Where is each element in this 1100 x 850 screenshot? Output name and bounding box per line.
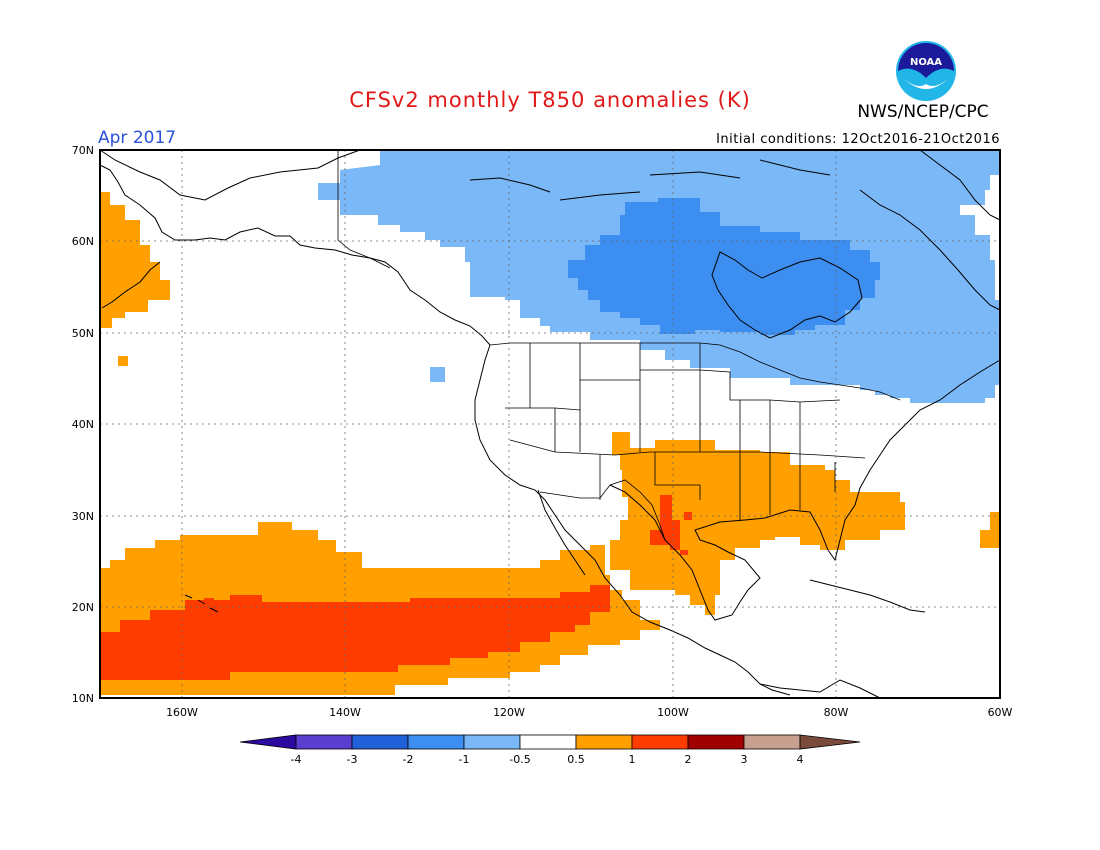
lat-tick-10: 10N — [72, 692, 94, 705]
lat-tick-50: 50N — [72, 327, 94, 340]
colorbar-swatch-8 — [687, 734, 745, 750]
coastline-labrador — [859, 189, 1001, 311]
coastline-greenland — [919, 149, 1001, 221]
colorbar-swatch-4 — [463, 734, 521, 750]
lon-tick-160w: 160W — [166, 706, 198, 719]
colorbar-label-6: 0.5 — [567, 753, 585, 766]
lon-tick-labels: 160W 140W 120W 100W 80W 60W — [166, 706, 1012, 719]
coastline-alaska-pen — [101, 261, 161, 309]
colorbar-swatch-6 — [575, 734, 633, 750]
colorbar-arrow-high — [799, 734, 861, 750]
anomaly-region-orange-atlantic — [980, 512, 1000, 548]
coastline-arctic-islands — [469, 159, 831, 201]
coastline-hudson — [711, 251, 863, 339]
anomaly-spot-light-blue — [430, 367, 445, 382]
lat-tick-labels: 70N 60N 50N 40N 30N 20N 10N — [72, 144, 94, 705]
border-states-5 — [599, 452, 836, 520]
coastline-cuba — [809, 579, 926, 613]
lon-tick-60w: 60W — [988, 706, 1013, 719]
anomaly-spot-red-2 — [204, 598, 214, 606]
colorbar-labels: -4 -3 -2 -1 -0.5 0.5 1 2 3 4 — [291, 753, 804, 766]
colorbar-swatch-5 — [519, 734, 577, 750]
anomaly-region-orange-us — [610, 432, 905, 615]
lat-tick-70: 70N — [72, 144, 94, 157]
colorbar-label-1: -4 — [291, 753, 302, 766]
lon-tick-120w: 120W — [493, 706, 525, 719]
colorbar-swatch-2 — [351, 734, 409, 750]
border-us-mexico — [539, 479, 666, 541]
anomaly-shading — [100, 150, 1000, 695]
border-states-4 — [529, 343, 701, 408]
coastline-arctic — [99, 149, 361, 201]
lon-tick-100w: 100W — [657, 706, 689, 719]
anomaly-region-orange-alaska-west — [100, 192, 170, 328]
valid-month-label: Apr 2017 — [98, 128, 177, 148]
border-alaska-canada — [337, 150, 391, 269]
coastline-west-us — [474, 344, 791, 696]
colorbar-swatch-3 — [407, 734, 465, 750]
lat-tick-30: 30N — [72, 510, 94, 523]
colorbar-swatch-9 — [743, 734, 801, 750]
border-us-canada — [489, 342, 901, 401]
map-frame — [99, 149, 1001, 699]
colorbar — [239, 734, 861, 750]
map-title: CFSv2 monthly T850 anomalies (K) — [349, 88, 751, 112]
agency-label: NWS/NCEP/CPC — [857, 102, 989, 122]
political-borders — [337, 150, 901, 541]
anomaly-region-red-pacific — [100, 585, 610, 680]
colorbar-label-4: -1 — [459, 753, 470, 766]
colorbar-label-8: 2 — [685, 753, 692, 766]
lat-tick-40: 40N — [72, 418, 94, 431]
noaa-logo-icon: NOAA — [896, 41, 956, 101]
lon-tick-140w: 140W — [329, 706, 361, 719]
initial-conditions-label: Initial conditions: 12Oct2016-21Oct2016 — [716, 132, 1000, 147]
colorbar-arrow-low — [239, 734, 297, 750]
anomaly-spot-orange-1 — [118, 356, 128, 366]
coastline-hawaii — [184, 594, 219, 613]
colorbar-label-2: -3 — [347, 753, 358, 766]
colorbar-label-9: 3 — [741, 753, 748, 766]
coastline-gulf — [609, 359, 1001, 621]
coastline-alaska — [99, 164, 491, 346]
lat-tick-60: 60N — [72, 235, 94, 248]
lon-tick-80w: 80W — [824, 706, 849, 719]
colorbar-label-10: 4 — [797, 753, 804, 766]
colorbar-swatch-7 — [631, 734, 689, 750]
noaa-logo-text: NOAA — [910, 57, 942, 68]
lat-lon-grid — [100, 150, 1000, 698]
colorbar-label-3: -2 — [403, 753, 414, 766]
coastline-baja — [537, 489, 586, 576]
anomaly-region-red-texas — [650, 495, 688, 555]
border-states-3 — [554, 370, 801, 452]
border-states-2 — [509, 439, 866, 459]
colorbar-label-7: 1 — [629, 753, 636, 766]
coastlines — [99, 149, 1001, 699]
anomaly-region-blue — [568, 198, 880, 335]
colorbar-label-5: -0.5 — [509, 753, 530, 766]
coastline-central-america — [759, 679, 881, 699]
lat-tick-20: 20N — [72, 601, 94, 614]
colorbar-swatch-1 — [295, 734, 353, 750]
